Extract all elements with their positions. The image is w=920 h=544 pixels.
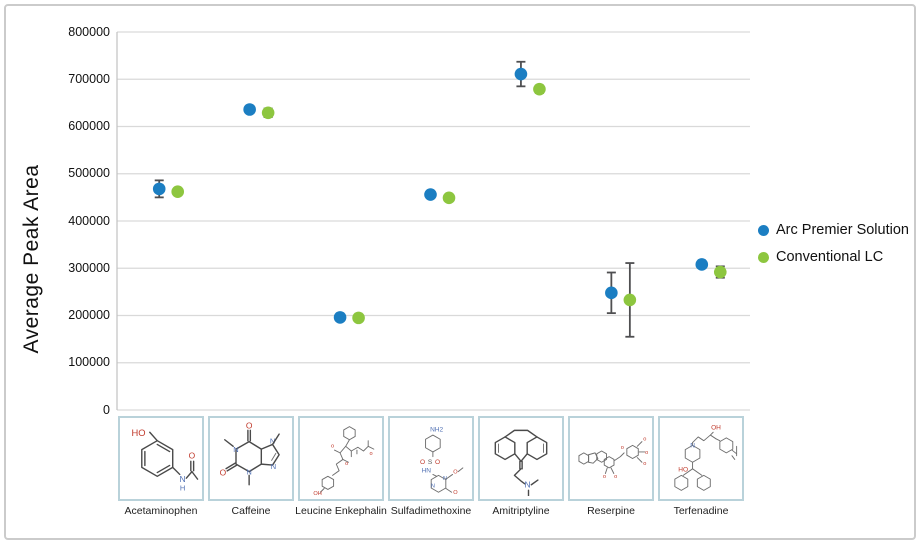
svg-text:o: o xyxy=(643,437,646,443)
y-tick-label: 200000 xyxy=(68,308,110,322)
svg-text:O: O xyxy=(220,467,227,477)
structure-thumbnail-leucine-enkephalin: o o o OH Leucine Enkephalin xyxy=(295,416,387,517)
x-axis-structure-strip: HO N H O Acetaminophen O O N N N N Caffeine o o o OH Leu… xyxy=(118,416,744,517)
compound-label: Sulfadimethoxine xyxy=(390,505,472,517)
data-point xyxy=(623,293,637,307)
compound-label: Caffeine xyxy=(231,505,271,517)
svg-text:HN: HN xyxy=(422,468,432,475)
svg-text:H: H xyxy=(180,483,185,492)
data-point xyxy=(424,188,437,201)
y-tick-label: 700000 xyxy=(68,71,110,86)
y-tick-label: 400000 xyxy=(68,213,110,228)
structure-thumbnail-sulfadimethoxine: NH2 O S O HN N N O O Sulfadimethoxine xyxy=(388,416,474,517)
legend: Arc Premier Solution Conventional LC xyxy=(758,222,914,275)
terfenadine-structure-icon: OH N HO xyxy=(674,424,738,491)
svg-text:O: O xyxy=(420,459,425,466)
svg-text:N: N xyxy=(443,476,447,482)
structure-box: N xyxy=(478,416,564,501)
structure-box: HO N H O xyxy=(118,416,204,501)
svg-text:N: N xyxy=(180,474,186,484)
data-point xyxy=(333,311,347,324)
svg-text:N: N xyxy=(246,467,251,476)
svg-text:o: o xyxy=(331,443,334,449)
structure-box: o o o OH xyxy=(298,416,384,501)
svg-text:HO: HO xyxy=(131,428,145,438)
structure-box: NH2 O S O HN N N O O xyxy=(388,416,474,501)
legend-item: Arc Premier Solution xyxy=(758,222,914,240)
y-tick-label: 100000 xyxy=(68,355,110,370)
data-point xyxy=(442,191,456,205)
svg-text:NH2: NH2 xyxy=(430,426,443,433)
svg-text:N: N xyxy=(431,484,435,490)
compound-label: Acetaminophen xyxy=(124,505,198,517)
svg-text:o: o xyxy=(603,474,606,480)
data-point xyxy=(695,258,709,271)
data-point xyxy=(514,67,528,81)
y-tick-label: 300000 xyxy=(68,260,110,275)
data-point xyxy=(261,106,275,120)
structure-box: O O N N N N xyxy=(208,416,294,501)
svg-text:o: o xyxy=(643,461,646,467)
structure-thumbnail-terfenadine: OH N HO Terfenadine xyxy=(658,416,744,517)
structure-thumbnail-amitriptyline: N Amitriptyline xyxy=(478,416,564,517)
legend-label: Arc Premier Solution xyxy=(776,222,909,238)
legend-label: Conventional LC xyxy=(776,248,884,265)
compound-label: Amitriptyline xyxy=(492,505,550,517)
structure-thumbnail-caffeine: O O N N N N Caffeine xyxy=(208,416,294,517)
data-point xyxy=(243,103,256,116)
y-tick-label: 800000 xyxy=(68,24,110,39)
data-point xyxy=(533,82,546,96)
y-tick-label: 500000 xyxy=(68,166,110,181)
amitriptyline-structure-icon: N xyxy=(494,429,548,496)
svg-text:HO: HO xyxy=(678,467,688,474)
compound-label: Leucine Enkephalin xyxy=(295,505,387,517)
svg-text:O: O xyxy=(246,421,253,431)
y-tick-label: 600000 xyxy=(68,119,110,133)
legend-item: Conventional LC xyxy=(758,249,914,267)
svg-text:o: o xyxy=(645,450,648,456)
data-point xyxy=(713,265,727,279)
legend-marker-icon xyxy=(758,225,769,236)
svg-text:N: N xyxy=(270,437,275,446)
svg-text:N: N xyxy=(690,442,695,449)
legend-marker-icon xyxy=(758,251,769,263)
compound-label: Reserpine xyxy=(587,505,635,517)
svg-text:O: O xyxy=(435,459,440,466)
structure-box: OH N HO xyxy=(658,416,744,501)
leucine-enkephalin-structure-icon: o o o OH xyxy=(313,426,375,496)
svg-text:o: o xyxy=(369,451,372,457)
structure-thumbnail-reserpine: o o o o o o Reserpine xyxy=(568,416,654,517)
structure-thumbnail-acetaminophen: HO N H O Acetaminophen xyxy=(118,416,204,517)
svg-text:S: S xyxy=(428,459,433,466)
svg-text:N: N xyxy=(233,445,238,454)
svg-text:o: o xyxy=(345,461,348,467)
svg-text:OH: OH xyxy=(711,424,721,431)
data-point xyxy=(171,185,185,199)
data-point xyxy=(352,311,365,325)
svg-text:o: o xyxy=(621,445,624,451)
compound-label: Terfenadine xyxy=(673,505,729,517)
svg-text:OH: OH xyxy=(313,491,321,496)
svg-text:N: N xyxy=(271,462,276,471)
data-point xyxy=(152,182,166,196)
svg-text:N: N xyxy=(525,480,531,490)
svg-text:o: o xyxy=(614,474,617,480)
svg-text:O: O xyxy=(189,451,196,461)
svg-text:O: O xyxy=(453,470,458,476)
svg-text:O: O xyxy=(453,490,458,496)
caffeine-structure-icon: O O N N N N xyxy=(220,421,280,486)
y-tick-label: 0 xyxy=(103,402,110,417)
data-point xyxy=(605,286,618,300)
